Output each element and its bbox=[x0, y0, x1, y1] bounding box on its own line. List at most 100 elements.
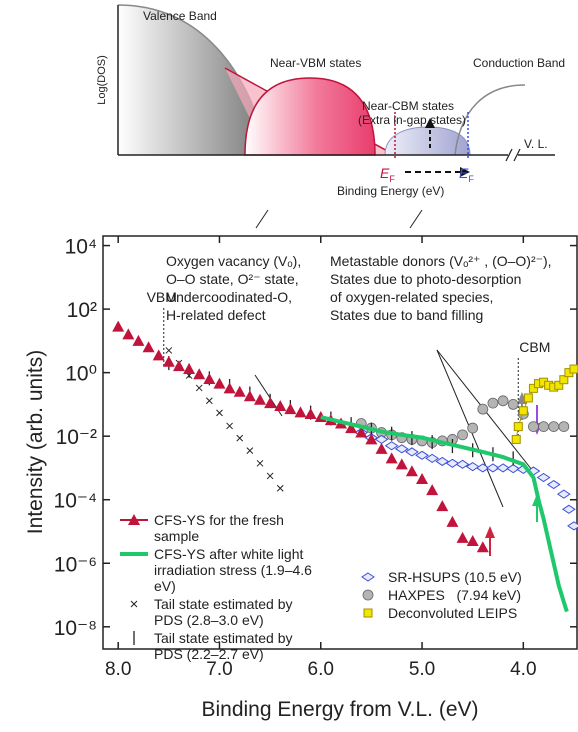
marker-x bbox=[236, 434, 244, 442]
plot-frame bbox=[102, 235, 578, 650]
marker-diamond bbox=[445, 458, 460, 468]
series bbox=[354, 427, 578, 531]
marker-triangle bbox=[355, 426, 368, 438]
marker-square bbox=[569, 364, 578, 374]
marker-circle bbox=[548, 421, 560, 433]
marker-diamond bbox=[435, 456, 450, 467]
marker-x bbox=[246, 447, 254, 455]
marker-x bbox=[256, 459, 264, 467]
marker-triangle bbox=[122, 328, 135, 340]
fermi-label-sub: F bbox=[468, 174, 474, 184]
marker-triangle bbox=[223, 382, 236, 394]
diagram-label: V. L. bbox=[524, 137, 548, 151]
marker-triangle bbox=[476, 541, 489, 553]
annotation: Oxygen vacancy (Vₒ), bbox=[166, 253, 301, 269]
marker-square bbox=[363, 608, 373, 618]
connector bbox=[255, 209, 269, 229]
reference-label: VBM bbox=[147, 289, 177, 305]
marker-triangle bbox=[416, 472, 429, 484]
marker-triangle bbox=[233, 385, 246, 397]
legend-marker bbox=[120, 514, 148, 525]
legend-label: Deconvoluted LEIPS bbox=[388, 605, 518, 621]
legend-label: SR-HSUPS (10.5 eV) bbox=[388, 569, 522, 585]
marker-triangle bbox=[253, 393, 266, 405]
marker-triangle bbox=[183, 363, 196, 375]
annotation: States due to band filling bbox=[330, 307, 483, 323]
marker-triangle bbox=[395, 458, 408, 470]
marker-x bbox=[205, 397, 213, 405]
near-vbm-shape bbox=[244, 77, 376, 156]
x-tick-label: 4.0 bbox=[510, 659, 536, 680]
legend-marker bbox=[362, 589, 374, 601]
annotation: States due to photo-desorption bbox=[330, 271, 521, 287]
x-tick-label: 8.0 bbox=[105, 659, 131, 680]
diagram-y-label: Log(DOS) bbox=[96, 55, 108, 105]
arrow-head bbox=[485, 526, 495, 538]
fermi-label-sub: F bbox=[389, 174, 395, 184]
legend-entry: Deconvoluted LEIPS bbox=[352, 605, 572, 621]
annotation-pointers bbox=[254, 349, 533, 508]
diagram-label: (Extra in-gap states) bbox=[358, 113, 466, 127]
marker-square bbox=[511, 434, 521, 444]
series bbox=[511, 364, 578, 444]
y-tick-label: 10⁰ bbox=[65, 363, 97, 386]
marker-triangle bbox=[213, 377, 226, 389]
marker-square bbox=[513, 422, 523, 432]
marker-x bbox=[266, 472, 274, 480]
marker-diamond bbox=[561, 504, 576, 514]
marker-triangle bbox=[426, 484, 439, 496]
marker-diamond bbox=[361, 572, 375, 582]
marker-triangle bbox=[274, 400, 287, 412]
y-tick-label: 10⁴ bbox=[65, 236, 97, 259]
marker-triangle bbox=[385, 452, 398, 464]
marker-triangle bbox=[172, 360, 185, 372]
marker-triangle bbox=[345, 422, 358, 434]
marker-x bbox=[130, 600, 138, 608]
marker-diamond bbox=[506, 464, 521, 474]
marker-circle bbox=[362, 589, 374, 601]
diagram-label: Valence Band bbox=[143, 9, 217, 23]
annotation: of oxygen-related species, bbox=[330, 289, 493, 305]
diagram-x-label: Binding Energy (eV) bbox=[337, 184, 444, 198]
marker-x bbox=[276, 484, 284, 492]
reference-label: CBM bbox=[519, 339, 550, 355]
marker-circle bbox=[497, 395, 509, 407]
marker-diamond bbox=[415, 450, 429, 460]
marker-square bbox=[559, 375, 569, 385]
chart: 10⁴ 10² 10⁰ 10⁻² 10⁻⁴ 10⁻⁶ 10⁻⁸ 8.0 7.0 6.0 5.0 4.0… bbox=[54, 236, 578, 680]
x-tick-label: 5.0 bbox=[409, 659, 435, 680]
marker-x bbox=[226, 422, 233, 430]
legend: CFS-YS for the fresh sample CFS-YS after … bbox=[118, 512, 348, 664]
marker-triangle bbox=[436, 500, 449, 512]
legend-label: HAXPES (7.94 keV) bbox=[388, 587, 522, 603]
y-tick-label: 10⁻⁸ bbox=[54, 617, 97, 640]
legend: SR-HSUPS (10.5 eV) HAXPES (7.94 keV) Decon… bbox=[352, 569, 572, 623]
marker-triangle bbox=[294, 406, 307, 418]
fermi-label: EF bbox=[380, 165, 395, 184]
marker-diamond bbox=[374, 434, 389, 445]
marker-diamond bbox=[496, 463, 510, 473]
legend-label: CFS-YS after white light irradiation str… bbox=[154, 546, 316, 594]
x-tick-label: 6.0 bbox=[308, 659, 334, 680]
rise-arrow-head bbox=[425, 118, 435, 128]
legend-entry: Tail state estimated by PDS (2.8–3.0 eV) bbox=[118, 596, 348, 628]
y-tick-label: 10⁻² bbox=[56, 426, 97, 449]
y-tick-label: 10² bbox=[67, 299, 97, 322]
marker-square bbox=[518, 406, 528, 416]
marker-triangle bbox=[152, 349, 165, 361]
marker-triangle bbox=[142, 341, 155, 353]
marker-triangle bbox=[365, 433, 378, 445]
legend-label: CFS-YS for the fresh sample bbox=[154, 512, 288, 544]
shift-arrow-head bbox=[460, 167, 470, 177]
x-tick-label: 7.0 bbox=[206, 659, 232, 680]
marker-circle bbox=[457, 429, 468, 441]
marker-triangle bbox=[112, 320, 125, 332]
conduction-band-curve bbox=[454, 84, 526, 156]
marker-x bbox=[165, 347, 173, 354]
legend-entry: SR-HSUPS (10.5 eV) bbox=[352, 569, 572, 585]
legend-label: Tail state estimated by PDS (2.2–2.7 eV) bbox=[154, 630, 297, 662]
fermi-label: EF bbox=[459, 165, 474, 184]
legend-marker bbox=[130, 600, 138, 608]
marker-triangle bbox=[243, 390, 256, 402]
marker-diamond bbox=[567, 521, 578, 531]
